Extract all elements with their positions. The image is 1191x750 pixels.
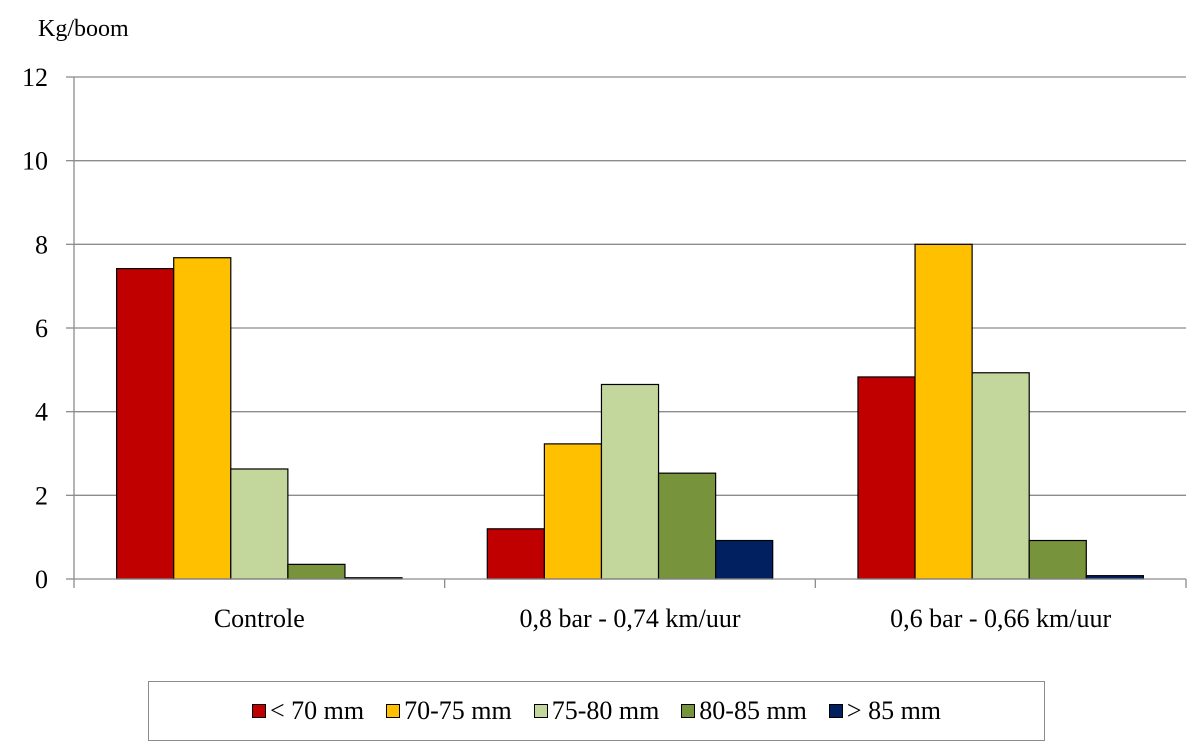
y-tick-label: 12 bbox=[22, 63, 48, 92]
bar bbox=[971, 372, 1030, 580]
legend-swatch bbox=[828, 704, 843, 718]
legend-swatch bbox=[386, 704, 401, 718]
legend-label: < 70 mm bbox=[269, 696, 365, 725]
x-tick-label: 0,8 bar - 0,74 km/uur bbox=[520, 604, 741, 633]
y-tick-label: 2 bbox=[35, 481, 48, 510]
legend-item: < 70 mm bbox=[251, 696, 365, 726]
x-tick-label: 0,6 bar - 0,66 km/uur bbox=[890, 604, 1111, 633]
bar bbox=[657, 472, 717, 580]
y-tick-label: 8 bbox=[35, 230, 48, 259]
y-tick-label: 10 bbox=[22, 147, 48, 176]
bar bbox=[914, 243, 973, 580]
legend-swatch bbox=[251, 704, 266, 718]
legend-swatch bbox=[533, 704, 548, 718]
bar bbox=[287, 563, 346, 580]
legend-item: 80-85 mm bbox=[681, 696, 807, 726]
y-tick-label: 0 bbox=[35, 565, 48, 594]
legend-item: 70-75 mm bbox=[386, 696, 512, 726]
axes bbox=[73, 77, 1187, 588]
bar bbox=[600, 383, 660, 580]
legend-item: 75-80 mm bbox=[533, 696, 660, 726]
bars bbox=[116, 243, 1144, 580]
legend: < 70 mm 70-75 mm 75-80 mm 80-85 mm > 85 mm bbox=[148, 681, 1045, 741]
x-tick-labels: Controle 0,8 bar - 0,74 km/uur 0,6 bar - 0… bbox=[214, 604, 1112, 633]
y-axis-title: Kg/boom bbox=[38, 16, 129, 42]
legend-label: 75-80 mm bbox=[551, 696, 660, 725]
legend-item: > 85 mm bbox=[828, 696, 942, 726]
bar bbox=[230, 468, 289, 580]
bar bbox=[116, 267, 175, 580]
bar bbox=[715, 539, 774, 580]
bar bbox=[1028, 539, 1087, 580]
legend-label: > 85 mm bbox=[846, 696, 942, 725]
bar bbox=[543, 443, 603, 580]
legend-swatch bbox=[681, 704, 696, 718]
y-tick-label: 4 bbox=[35, 398, 48, 427]
legend-label: 70-75 mm bbox=[404, 696, 512, 725]
bar bbox=[857, 376, 916, 580]
y-tick-label: 6 bbox=[35, 314, 48, 343]
y-tick-labels: 0 2 4 6 8 10 12 bbox=[22, 63, 48, 594]
bar bbox=[486, 528, 545, 580]
legend-label: 80-85 mm bbox=[699, 696, 807, 725]
bar-chart: Kg/boom 0 2 4 6 8 10 12 Controle 0,8 bar - 0,74… bbox=[22, 16, 1187, 633]
bar bbox=[173, 257, 232, 580]
x-tick-label: Controle bbox=[214, 604, 305, 633]
